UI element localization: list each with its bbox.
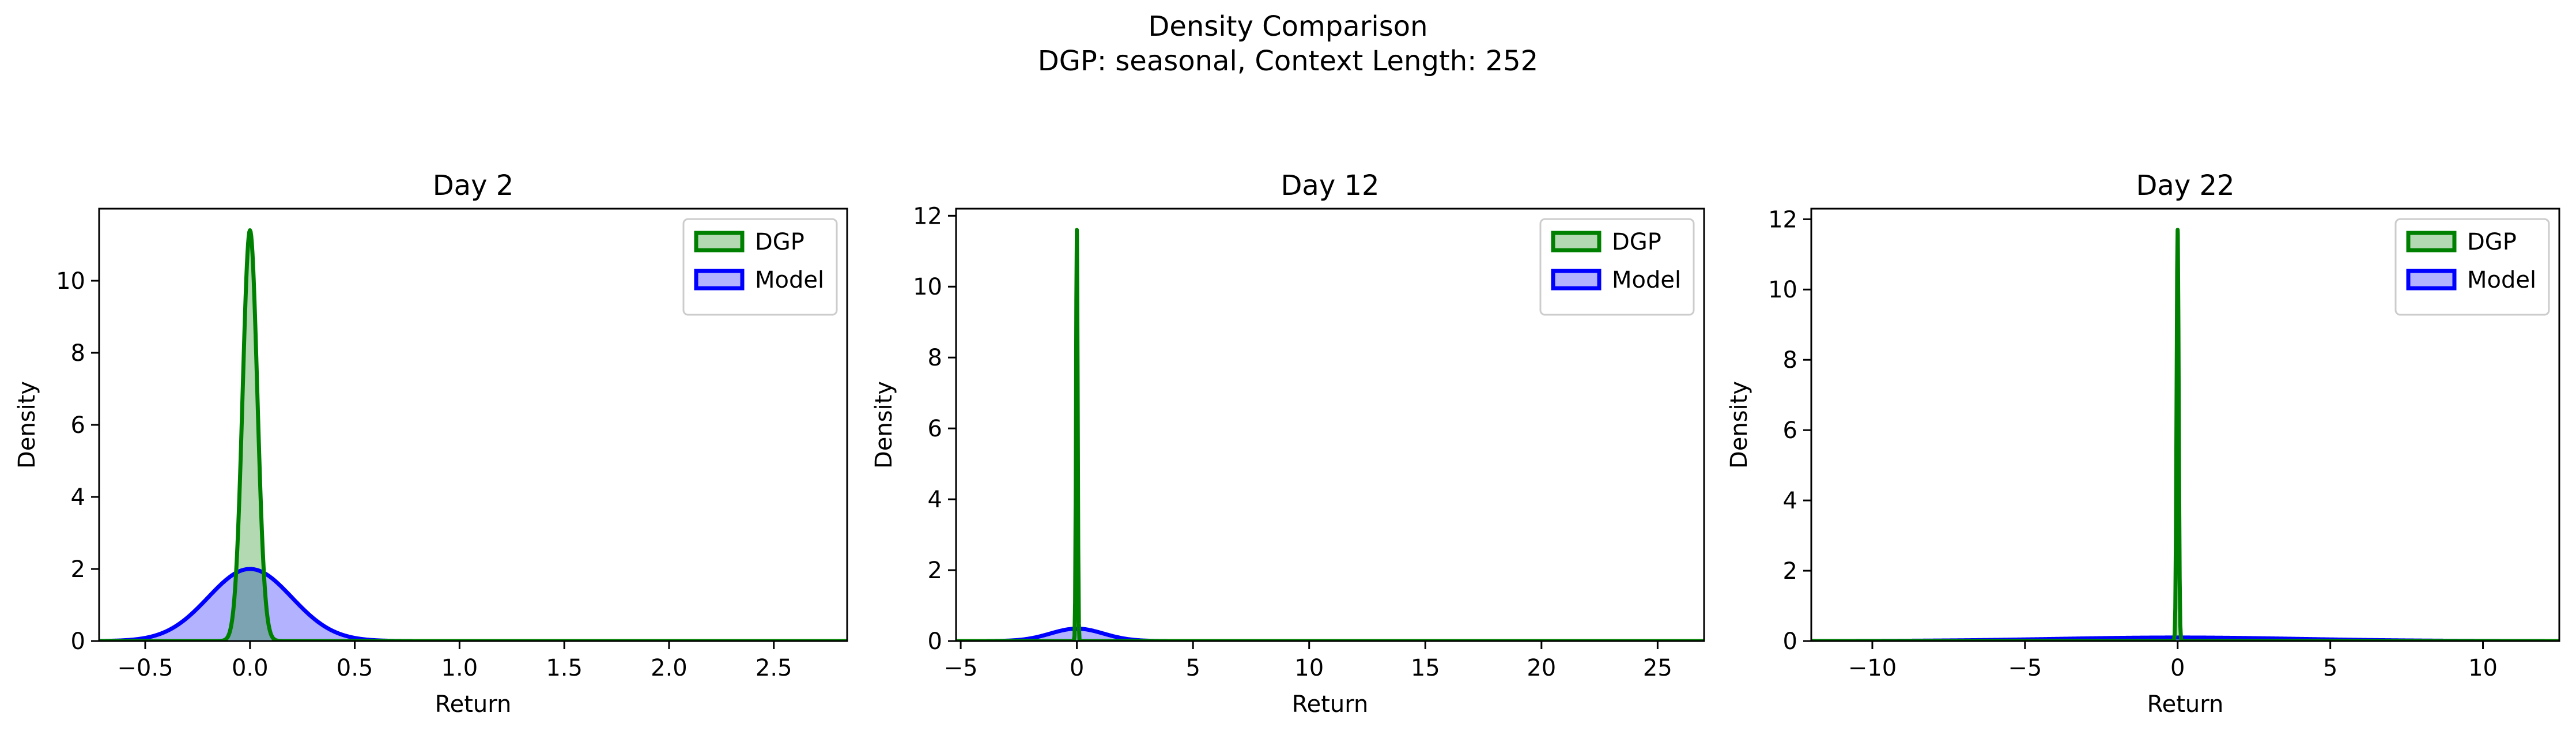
legend-box <box>682 218 838 316</box>
legend-swatch-model <box>1551 269 1601 291</box>
legend-label-model: Model <box>1612 267 1681 293</box>
x-tick-label: −0.5 <box>117 655 173 681</box>
panel-title: Day 2 <box>433 169 514 202</box>
y-tick-label: 0 <box>928 628 942 655</box>
legend-swatch-model <box>2406 269 2457 291</box>
y-tick-label: 10 <box>56 268 85 295</box>
legend-box <box>2394 218 2550 316</box>
legend: DGP Model <box>2394 218 2550 316</box>
density-line-model <box>99 567 847 641</box>
y-tick-label: 0 <box>1783 628 1797 655</box>
legend-label-dgp: DGP <box>2467 229 2517 255</box>
legend-swatch-dgp <box>2406 231 2457 252</box>
y-tick-label: 10 <box>913 274 942 300</box>
x-tick-label: 1.0 <box>441 655 478 681</box>
axes-frame <box>955 208 1705 642</box>
legend: DGP Model <box>682 218 838 316</box>
y-tick-label: 6 <box>1783 417 1797 444</box>
x-tick-label: −10 <box>1848 655 1897 681</box>
x-axis-label: Return <box>435 691 512 718</box>
x-tick-label: 5 <box>2323 655 2337 681</box>
x-tick-label: 10 <box>1294 655 1324 681</box>
axes-frame <box>1810 208 2560 642</box>
legend-box <box>1539 218 1695 316</box>
x-tick-label: 0.5 <box>337 655 373 681</box>
y-tick-label: 8 <box>71 340 85 367</box>
x-tick-label: −5 <box>944 655 978 681</box>
x-axis-label: Return <box>2147 691 2224 718</box>
legend-label-dgp: DGP <box>1612 229 1661 255</box>
x-tick-label: 15 <box>1411 655 1440 681</box>
y-tick-label: 12 <box>913 203 942 229</box>
x-tick-label: 1.5 <box>546 655 583 681</box>
y-tick-label: 2 <box>71 556 85 583</box>
y-tick-label: 4 <box>1783 488 1797 514</box>
x-tick-label: 2.0 <box>651 655 688 681</box>
figure-subtitle: DGP: seasonal, Context Length: 252 <box>1038 45 1538 77</box>
x-tick-label: −5 <box>2008 655 2042 681</box>
y-tick-label: 2 <box>928 557 942 584</box>
x-tick-label: 20 <box>1527 655 1556 681</box>
y-axis-label: Density <box>14 381 40 469</box>
y-tick-label: 10 <box>1768 277 1797 303</box>
legend-label-dgp: DGP <box>755 229 804 255</box>
y-tick-label: 12 <box>1768 206 1797 233</box>
x-axis-label: Return <box>1292 691 1369 718</box>
x-tick-label: 10 <box>2468 655 2498 681</box>
legend: DGP Model <box>1539 218 1695 316</box>
panel-title: Day 12 <box>1281 169 1379 202</box>
y-tick-label: 6 <box>71 412 85 439</box>
y-tick-label: 6 <box>928 416 942 442</box>
y-tick-label: 8 <box>928 345 942 371</box>
y-axis-label: Density <box>1726 381 1752 469</box>
panel-day-0: −0.5 0.0 0.5 1.0 1.5 2.0 2.5 0 2 4 6 8 10 Day 2 Return… <box>14 169 848 718</box>
y-axis-label: Density <box>871 381 897 469</box>
y-tick-label: 4 <box>928 487 942 513</box>
y-tick-label: 8 <box>1783 347 1797 374</box>
legend-label-model: Model <box>2467 267 2536 293</box>
density-fill-model <box>99 569 847 641</box>
panel-day-2: −10 −5 0 5 10 0 2 4 6 8 10 12 Day 22 Return Density DGP… <box>1726 169 2560 718</box>
x-tick-label: 2.5 <box>756 655 792 681</box>
figure-title: Density Comparison <box>1148 10 1427 43</box>
legend-swatch-dgp <box>1551 231 1601 252</box>
x-tick-label: 0 <box>1070 655 1084 681</box>
y-tick-label: 4 <box>71 484 85 511</box>
legend-swatch-dgp <box>694 231 745 252</box>
density-fill-dgp <box>99 230 847 641</box>
legend-label-model: Model <box>755 267 824 293</box>
x-tick-label: 0.0 <box>232 655 269 681</box>
y-tick-label: 2 <box>1783 558 1797 585</box>
legend-swatch-model <box>694 269 745 291</box>
x-tick-label: 25 <box>1643 655 1672 681</box>
x-tick-label: 0 <box>2170 655 2185 681</box>
y-tick-label: 0 <box>71 628 85 655</box>
panel-title: Day 22 <box>2136 169 2234 202</box>
x-tick-label: 5 <box>1185 655 1200 681</box>
